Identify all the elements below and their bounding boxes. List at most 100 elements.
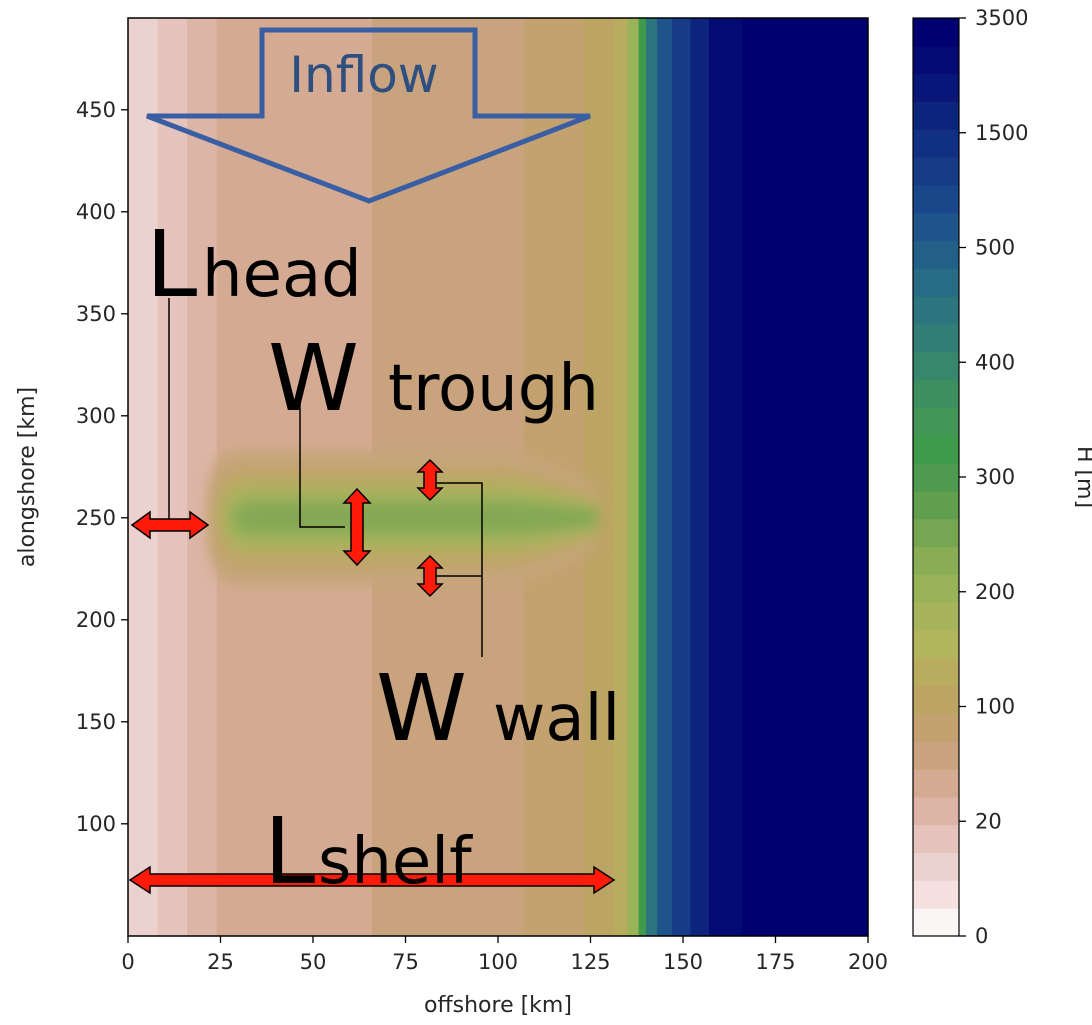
colorbar-level xyxy=(913,184,959,214)
colorbar-level xyxy=(913,296,959,325)
x-tick-label: 125 xyxy=(570,950,610,974)
colorbar-level xyxy=(913,101,959,130)
y-tick-label: 300 xyxy=(76,404,116,428)
colorbar-level xyxy=(913,546,959,575)
colorbar-level xyxy=(913,463,959,492)
y-tick-label: 150 xyxy=(76,710,116,734)
x-tick-label: 0 xyxy=(121,950,134,974)
colorbar-ticks: 0 20 100 200 300 400 500 1500 3500 xyxy=(959,6,1028,948)
leader-lines xyxy=(168,298,483,657)
y-tick-label: 350 xyxy=(76,302,116,326)
w-trough-label: W trough xyxy=(268,325,599,432)
colorbar-level xyxy=(913,268,959,297)
colorbar-level xyxy=(913,157,959,186)
colorbar-level xyxy=(913,713,959,742)
y-tick-label: 250 xyxy=(76,506,116,530)
colorbar-tick-label: 20 xyxy=(975,809,1002,833)
w-trough-arrow xyxy=(342,487,372,567)
colorbar-tick-label: 100 xyxy=(975,695,1015,719)
colorbar-level xyxy=(913,18,959,47)
x-tick-label: 200 xyxy=(848,950,888,974)
bathymetry-band xyxy=(583,18,614,936)
colorbar-tick-label: 500 xyxy=(975,236,1015,260)
svg-text:L: L xyxy=(146,211,197,318)
colorbar-level xyxy=(913,490,959,520)
bathymetry-band xyxy=(671,18,691,936)
colorbar-level xyxy=(913,212,959,242)
colorbar-tick-label: 200 xyxy=(975,580,1015,604)
colorbar-level xyxy=(913,45,959,75)
svg-text:L: L xyxy=(264,798,315,905)
w-wall-label: W wall xyxy=(376,655,620,762)
l-head-arrow xyxy=(130,510,210,540)
colorbar-level xyxy=(913,73,959,102)
x-tick-label: 100 xyxy=(478,950,518,974)
bathymetry-band xyxy=(612,18,629,936)
colorbar-level xyxy=(913,574,959,603)
svg-text:W: W xyxy=(268,325,359,432)
y-tick-label: 400 xyxy=(76,200,116,224)
colorbar-level xyxy=(913,908,959,937)
y-axis: 100 150 200 250 300 350 400 450 xyxy=(76,98,128,836)
dimension-arrows xyxy=(128,458,616,895)
x-axis: 0 25 50 75 100 125 150 175 200 xyxy=(121,936,888,974)
l-shelf-label: L shelf xyxy=(264,798,473,905)
x-tick-label: 25 xyxy=(207,950,234,974)
colorbar-tick-label: 3500 xyxy=(975,6,1028,30)
colorbar-level xyxy=(913,602,959,631)
colorbar xyxy=(913,18,959,937)
colorbar-tick-label: 0 xyxy=(975,924,988,948)
colorbar-level xyxy=(913,824,959,854)
bathymetry-band xyxy=(627,18,640,936)
bathymetry-band xyxy=(646,18,658,936)
colorbar-level xyxy=(913,435,959,464)
bathymetry-band xyxy=(638,18,647,936)
colorbar-level xyxy=(913,880,959,909)
bathymetry-band xyxy=(657,18,673,936)
colorbar-level xyxy=(913,351,959,381)
inflow-label: Inflow xyxy=(289,46,438,104)
x-axis-label: offshore [km] xyxy=(424,993,572,1018)
w-wall-upper-arrow xyxy=(416,458,444,502)
x-tick-label: 75 xyxy=(392,950,419,974)
y-tick-label: 100 xyxy=(76,812,116,836)
colorbar-level xyxy=(913,852,959,881)
x-tick-label: 175 xyxy=(755,950,795,974)
svg-text:trough: trough xyxy=(388,352,599,426)
colorbar-level xyxy=(913,741,959,770)
svg-text:wall: wall xyxy=(493,682,620,756)
bathymetry-band xyxy=(128,18,159,936)
colorbar-level xyxy=(913,240,959,269)
plot-area xyxy=(128,18,868,936)
w-wall-lower-arrow xyxy=(416,554,444,598)
l-shelf-arrow xyxy=(128,865,616,895)
l-head-label: L head xyxy=(146,211,362,318)
colorbar-level xyxy=(913,379,959,408)
colorbar-level xyxy=(913,518,959,548)
bathymetry-band xyxy=(742,18,868,936)
svg-text:head: head xyxy=(202,238,362,312)
colorbar-tick-label: 300 xyxy=(975,465,1015,489)
colorbar-level xyxy=(913,324,959,353)
trough-contour xyxy=(235,505,598,530)
bathymetry-band xyxy=(690,18,710,936)
colorbar-level xyxy=(913,630,959,659)
x-tick-label: 50 xyxy=(300,950,327,974)
inflow-arrow: Inflow xyxy=(146,27,591,204)
colorbar-tick-label: 400 xyxy=(975,350,1015,374)
trough-feature xyxy=(205,449,598,586)
svg-text:W: W xyxy=(376,655,467,762)
y-tick-label: 450 xyxy=(76,98,116,122)
colorbar-tick-label: 1500 xyxy=(975,121,1028,145)
colorbar-level xyxy=(913,796,959,826)
colorbar-label: H [m] xyxy=(1072,446,1092,508)
colorbar-level xyxy=(913,129,959,158)
colorbar-level xyxy=(913,685,959,714)
colorbar-level xyxy=(913,407,959,436)
svg-text:shelf: shelf xyxy=(318,825,473,899)
bathymetry-band xyxy=(708,18,743,936)
bathymetry-band xyxy=(157,18,188,936)
y-axis-label: alongshore [km] xyxy=(15,387,40,567)
colorbar-level xyxy=(913,657,959,687)
